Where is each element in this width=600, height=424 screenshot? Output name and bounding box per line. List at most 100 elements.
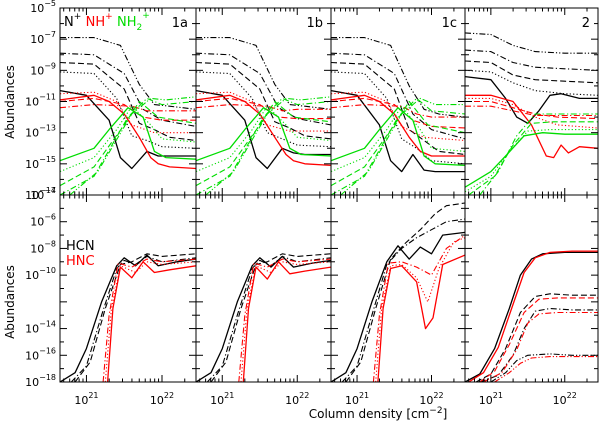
series-hnc-solid-1a-bottom xyxy=(106,261,196,382)
series-hcn-dashdot-2-bottom xyxy=(479,307,598,382)
series-nh-plus-dot-1a-top xyxy=(60,91,196,134)
x-tick-label: 1022 xyxy=(150,391,174,407)
series-hcn-dashdotdot-2-bottom xyxy=(490,353,598,382)
series-hnc-dashdot-1c-bottom xyxy=(372,234,465,382)
x-tick-label: 1021 xyxy=(479,391,503,407)
panel-2-top-curves xyxy=(465,32,598,195)
series-nh-plus-solid-1b-top xyxy=(196,94,331,167)
x-tick-label: 1022 xyxy=(285,391,309,407)
series-hnc-dashdot-1b-bottom xyxy=(238,258,331,382)
x-tick-label: 1021 xyxy=(74,391,98,407)
x-axis-label: Column density [cm−2] xyxy=(309,406,448,421)
series-hnc-solid-1b-bottom xyxy=(242,261,331,382)
series-hcn-dashdot-1c-bottom xyxy=(341,218,465,382)
panel-1a-top-ticks xyxy=(60,7,196,196)
x-tick-label: 1021 xyxy=(210,391,234,407)
panel-1c-top-frame xyxy=(330,7,466,196)
panel-1c-top-curves xyxy=(331,37,465,195)
series-n-plus-solid-1b-top xyxy=(196,89,331,170)
series-n-plus-dash-1a-top xyxy=(60,61,196,142)
series-n-plus-dashdotdot-1a-top xyxy=(60,37,196,110)
y-tick-label: 10−16 xyxy=(25,346,56,362)
panel-1a-bottom-curves xyxy=(60,253,196,382)
series-nh2-plus-dashdot-1a-top xyxy=(60,97,196,195)
series-n-plus-dashdotdot-1b-top xyxy=(196,37,331,110)
x-axis-label-end: ] xyxy=(443,407,448,421)
series-hcn-dashdot-1b-bottom xyxy=(206,255,331,382)
y-tick-label: 10−9 xyxy=(30,61,56,77)
panel-label-1a: 1a xyxy=(172,16,188,31)
y-axis-label-top: Abundances xyxy=(3,65,17,139)
series-nh2-plus-dot-2-top xyxy=(465,129,598,193)
panel-1c-bottom-ticks xyxy=(331,194,465,383)
series-n-plus-dashdotdot-2-top xyxy=(465,32,598,54)
series-nh-plus-dashdot-2-top xyxy=(465,105,598,117)
legend-top: N+ NH+ NH2+ xyxy=(64,11,150,33)
panel-1c-top-ticks xyxy=(331,7,465,196)
series-nh2-plus-dashdot-2-top xyxy=(479,113,598,195)
y-tick-label: 10−17 xyxy=(25,186,56,202)
series-n-plus-dot-1a-top xyxy=(60,71,196,149)
legend-entry: N xyxy=(64,15,74,30)
panel-1b-top-ticks xyxy=(196,7,331,196)
series-n-plus-solid-1c-top xyxy=(331,89,465,173)
series-n-plus-dashdot-2-top xyxy=(465,49,598,71)
y-tick-label: 10−8 xyxy=(30,239,56,255)
series-nh2-plus-dot-1a-top xyxy=(60,105,196,173)
ticks-layer xyxy=(60,7,598,383)
series-n-plus-dashdot-1b-top xyxy=(196,52,331,126)
x-axis-label-sup: −2 xyxy=(429,406,442,416)
curves-layer xyxy=(60,32,598,382)
series-hnc-dashdot-2-bottom xyxy=(483,311,598,382)
legend-entry: NH xyxy=(117,15,137,30)
series-hcn-dash-1c-bottom xyxy=(345,202,465,382)
series-nh2-plus-dashdotdot-1a-top xyxy=(69,96,196,195)
y-tick-label: 10−7 xyxy=(30,30,56,46)
series-hnc-dot-1a-bottom xyxy=(104,261,196,382)
labels-layer: Abundances Abundances Column density [cm… xyxy=(3,0,590,421)
panel-1b-bottom-curves xyxy=(196,253,331,382)
series-nh-plus-dash-1c-top xyxy=(331,97,465,129)
panel-1b-bottom-ticks xyxy=(196,194,331,383)
series-nh2-plus-dashdot-1b-top xyxy=(196,97,331,195)
series-hnc-dashdotdot-2-bottom xyxy=(494,356,598,382)
series-nh-plus-solid-1a-top xyxy=(60,94,196,170)
y-tick-label: 10−15 xyxy=(25,155,56,171)
series-n-plus-dot-2-top xyxy=(465,69,598,96)
y-tick-label: 10−11 xyxy=(25,93,56,109)
series-nh2-plus-solid-2-top xyxy=(465,132,598,188)
series-n-plus-dashdot-1c-top xyxy=(331,52,465,140)
y-tick-label: 10−14 xyxy=(25,320,56,336)
panel-label-2: 2 xyxy=(582,16,590,31)
panel-1a-bottom-ticks xyxy=(60,194,196,383)
series-nh2-plus-solid-1b-top xyxy=(196,107,331,162)
series-hcn-solid-2-bottom xyxy=(465,251,598,382)
panel-1b-bottom-frame xyxy=(195,194,332,383)
y-axis-label-bottom: Abundances xyxy=(3,265,17,339)
panel-2-top-ticks xyxy=(465,7,598,196)
series-hcn-solid-1b-bottom xyxy=(196,255,331,382)
series-nh-plus-dot-2-top xyxy=(465,97,598,129)
legend-hnc: HNC xyxy=(66,254,95,269)
y-tick-label: 10−4 xyxy=(30,186,56,202)
panel-2-bottom-curves xyxy=(465,250,598,382)
series-n-plus-solid-2-top xyxy=(465,75,598,124)
series-hnc-dot-1b-bottom xyxy=(240,261,331,382)
legend-entry: NH xyxy=(86,15,106,30)
series-n-plus-dashdotdot-1c-top xyxy=(331,37,465,118)
y-tick-label: 10−10 xyxy=(25,266,56,282)
series-nh-plus-dashdot-1a-top xyxy=(60,104,196,112)
y-tick-label: 10−13 xyxy=(25,124,56,140)
series-hcn-dash-2-bottom xyxy=(475,293,598,382)
series-nh2-plus-solid-1c-top xyxy=(331,107,465,167)
y-tick-label: 10−5 xyxy=(30,0,56,15)
series-nh-plus-dash-2-top xyxy=(465,100,598,120)
series-n-plus-dot-1c-top xyxy=(331,71,465,165)
series-hnc-dashdot-1a-bottom xyxy=(102,258,196,382)
series-nh-plus-solid-2-top xyxy=(465,94,598,159)
panel-1c-bottom-curves xyxy=(331,202,465,382)
series-n-plus-solid-1a-top xyxy=(60,89,196,170)
series-nh2-plus-dashdotdot-1b-top xyxy=(205,96,331,195)
series-n-plus-dash-2-top xyxy=(465,60,598,84)
